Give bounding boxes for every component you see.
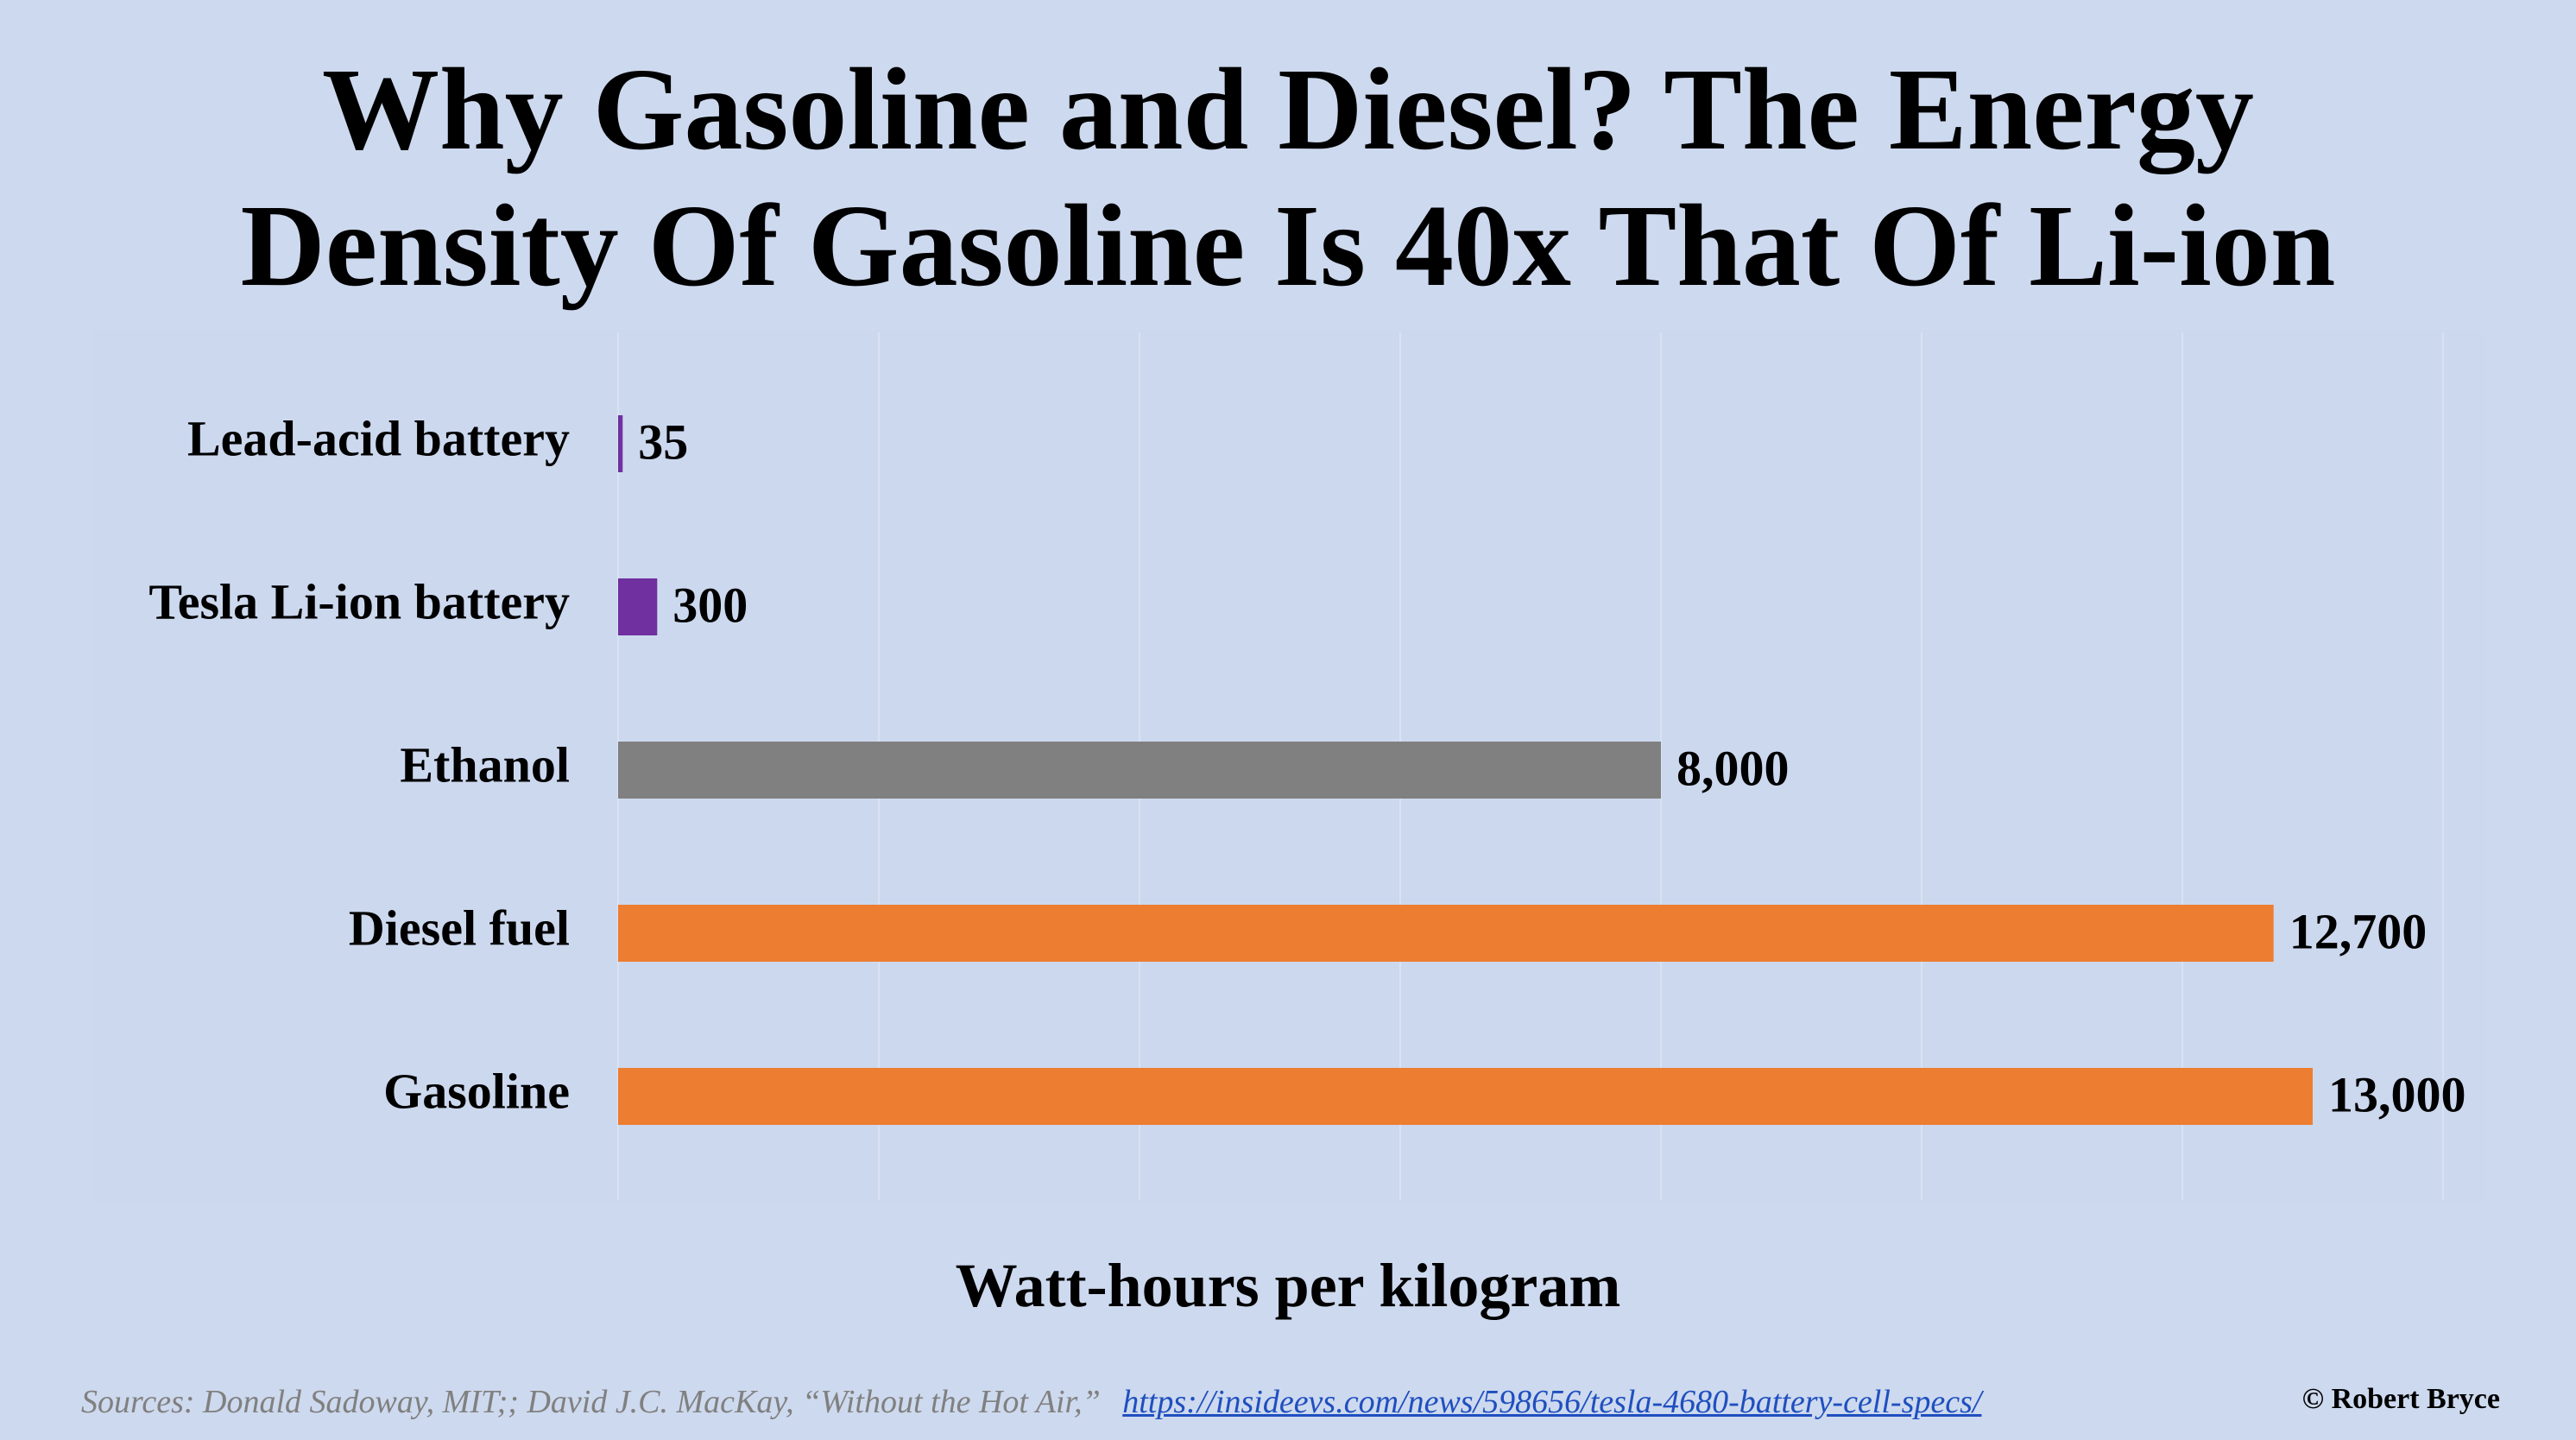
chart-title-line-1: Why Gasoline and Diesel? The Energy (322, 45, 2254, 174)
bar-chart: Lead-acid battery Tesla Li-ion battery Eth… (148, 332, 2466, 1200)
category-label: Ethanol (400, 736, 570, 793)
data-label: 12,700 (2289, 903, 2428, 959)
x-axis-label: Watt-hours per kilogram (955, 1251, 1621, 1320)
sources-link[interactable]: https://insideevs.com/news/598656/tesla-… (1122, 1384, 1982, 1420)
copyright-credit: © Robert Bryce (2301, 1383, 2500, 1415)
data-label: 13,000 (2328, 1066, 2466, 1122)
bar (618, 578, 658, 635)
category-label: Lead-acid battery (187, 410, 570, 466)
bars (618, 415, 2313, 1125)
category-label: Diesel fuel (349, 900, 570, 956)
bar (618, 905, 2274, 962)
bar (618, 742, 1661, 799)
data-label: 35 (638, 414, 688, 470)
sources-note: Sources: Donald Sadoway, MIT;; David J.C… (81, 1383, 1981, 1421)
data-label: 300 (672, 577, 748, 633)
chart-title: Why Gasoline and Diesel? The Energy Dens… (0, 41, 2576, 314)
category-label: Gasoline (383, 1063, 570, 1119)
chart-title-line-2: Density Of Gasoline Is 40x That Of Li-io… (240, 181, 2336, 311)
category-label: Tesla Li-ion battery (148, 573, 570, 629)
bar (618, 415, 623, 472)
bar (618, 1068, 2313, 1125)
category-labels: Lead-acid battery Tesla Li-ion battery Eth… (148, 410, 570, 1119)
sources-text: Sources: Donald Sadoway, MIT;; David J.C… (81, 1384, 1101, 1420)
value-labels: 35 300 8,000 12,700 13,000 (638, 414, 2466, 1122)
data-label: 8,000 (1676, 740, 1790, 796)
